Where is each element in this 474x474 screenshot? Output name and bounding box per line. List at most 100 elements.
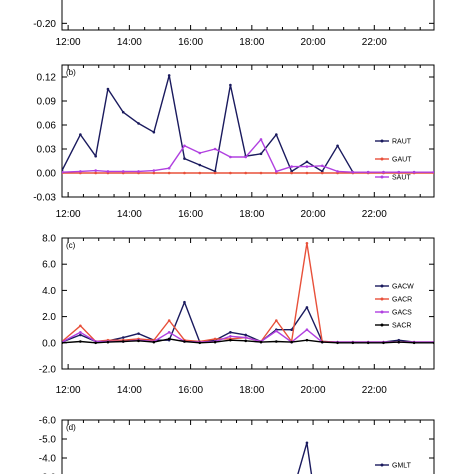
data-point-saut [351,170,355,174]
x-tick-label: 16:00 [178,37,203,48]
data-point-gacs [79,331,82,334]
legend-label: SACR [392,323,411,330]
legend-marker [380,323,384,327]
data-point-sacr [305,338,309,342]
panel-label: (c) [66,241,76,250]
y-tick-label: 2.0 [42,312,56,323]
data-point-gacw [79,333,82,337]
series-line-gacw [62,301,434,343]
data-point-gmlt [305,441,309,445]
data-point-saut [259,138,263,141]
data-point-raut [167,74,171,77]
data-point-gacw [290,328,293,332]
data-point-gaut [198,171,202,175]
legend-label: GAUT [392,157,412,164]
data-point-gacr [275,319,278,322]
data-point-saut [183,144,186,148]
data-point-saut [397,170,401,174]
data-point-saut [152,169,156,172]
x-tick-label: 12:00 [56,37,81,48]
legend-label: RAUT [392,139,412,146]
x-tick-label: 22:00 [362,209,387,220]
y-tick-label: -2.0 [39,365,57,376]
data-point-gacw [229,331,232,334]
data-point-sacr [137,339,140,343]
data-point-sacr [121,340,125,343]
data-point-saut [336,170,339,173]
x-tick-label: 22:00 [362,385,387,396]
data-point-gacs [275,329,278,333]
data-point-saut [290,165,293,168]
data-point-sacr [244,339,248,343]
legend-marker [380,139,384,143]
x-tick-label: 16:00 [178,385,203,396]
series-line-gacr [62,242,434,343]
series-group [62,74,434,175]
data-point-raut [183,157,186,160]
data-point-sacr [275,340,278,343]
data-point-saut [432,170,434,174]
y-tick-label: 4.0 [42,286,56,297]
data-point-gacr [213,337,217,341]
y-tick-label: -6.0 [39,416,57,427]
x-tick-label: 20:00 [301,385,326,396]
data-point-raut [137,122,140,125]
series-line-raut [62,74,434,173]
data-point-saut [167,166,171,170]
data-point-saut [94,169,97,172]
data-point-saut [275,170,278,173]
x-tick-label: 18:00 [239,37,264,48]
series-group [62,241,434,345]
data-point-gacr [167,319,171,322]
x-tick-label: 14:00 [117,385,142,396]
data-point-gacw [305,306,309,309]
plot-frame [61,237,435,370]
data-point-gacs [305,328,309,332]
y-tick-label: 0.06 [37,121,57,132]
data-point-sacr [167,337,171,341]
data-point-gaut [229,171,232,175]
data-point-sacr [198,341,202,345]
panel-label: (b) [66,68,76,77]
data-point-saut [320,164,324,168]
series-line-gmlt [297,442,313,474]
data-point-gacs [229,334,232,338]
data-point-sacr [412,341,416,345]
data-point-gacw [397,338,401,342]
legend-marker [380,157,384,161]
data-point-sacr [79,340,82,343]
legend-marker [380,463,384,467]
x-tick-label: 16:00 [178,209,203,220]
legend-label: GACR [392,297,412,304]
y-tick-label: 0.00 [37,169,57,180]
data-point-saut [244,155,248,159]
y-tick-label: -3.0 [39,473,57,474]
data-point-gaut [290,171,293,175]
y-tick-label: 0.03 [37,145,57,156]
x-tick-label: 20:00 [301,209,326,220]
data-point-gaut [244,171,248,175]
data-point-raut [94,154,97,158]
data-point-gacw [183,300,186,304]
data-point-sacr [183,340,186,343]
data-point-raut [121,110,125,114]
data-point-sacr [152,340,156,344]
x-tick-label: 18:00 [239,385,264,396]
data-point-saut [198,151,202,155]
data-point-sacr [94,341,97,345]
data-point-raut [336,144,339,148]
plot-frame [61,419,435,474]
data-point-gaut [183,171,186,175]
data-point-gaut [259,171,263,175]
data-point-sacr [106,340,110,344]
data-point-gacw [244,333,248,337]
panel-2: -2.0 0.0 2.0 4.0 6.0 8.0 12:00 14:00 16:00 18:00 2… [39,234,435,396]
data-point-gaut [320,171,324,175]
data-point-saut [412,170,416,174]
data-point-gacr [305,241,309,245]
data-point-sacr [397,340,401,344]
data-point-sacr [432,341,434,345]
data-point-raut [152,130,156,134]
